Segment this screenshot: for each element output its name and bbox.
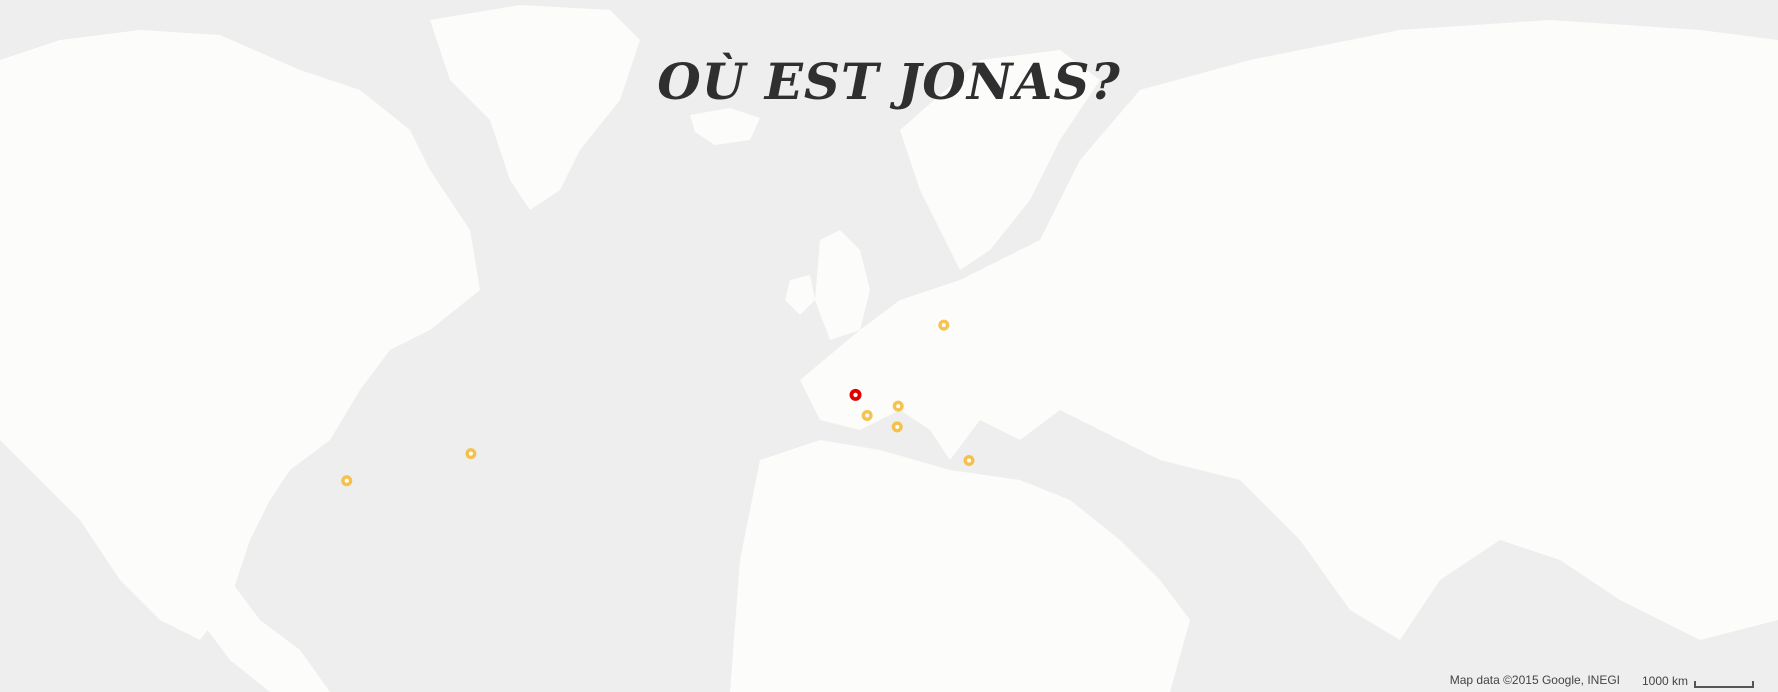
marker-sofia[interactable] bbox=[963, 455, 975, 467]
landmass-africa bbox=[730, 440, 1190, 692]
marker-center bbox=[895, 424, 900, 429]
landmass-scandinavia bbox=[900, 50, 1100, 270]
map-attribution[interactable]: Map data ©2015 Google, INEGI bbox=[1449, 673, 1620, 687]
marker-toronto[interactable] bbox=[465, 448, 477, 460]
page-title: OÙ EST JONAS? bbox=[657, 52, 1121, 111]
landmass-ireland bbox=[785, 275, 815, 315]
marker-denver[interactable] bbox=[341, 475, 353, 487]
landmass-britain bbox=[815, 230, 870, 340]
marker-frankfurt[interactable] bbox=[892, 400, 904, 412]
scale-label: 1000 km bbox=[1641, 674, 1688, 688]
marker-center bbox=[941, 323, 946, 328]
landmass-central-america bbox=[180, 560, 330, 692]
marker-stockholm[interactable] bbox=[938, 319, 950, 331]
marker-z-rich[interactable] bbox=[891, 421, 903, 433]
marker-center bbox=[468, 451, 473, 456]
scale-control: 1000 km bbox=[1642, 674, 1754, 688]
landmass-eurasia bbox=[800, 20, 1778, 640]
marker-center bbox=[853, 392, 858, 398]
marker-center bbox=[896, 404, 901, 409]
landmasses bbox=[0, 5, 1778, 692]
marker-center bbox=[865, 413, 870, 418]
landmass-greenland bbox=[430, 5, 640, 210]
marker-center bbox=[344, 478, 349, 483]
marker-paris[interactable] bbox=[861, 409, 873, 421]
landmass-iceland bbox=[690, 108, 760, 145]
scale-bar bbox=[1694, 681, 1754, 688]
landmass-north-america bbox=[0, 30, 480, 640]
markers-layer bbox=[341, 319, 975, 487]
marker-center bbox=[967, 458, 972, 463]
marker-london[interactable] bbox=[849, 388, 862, 401]
